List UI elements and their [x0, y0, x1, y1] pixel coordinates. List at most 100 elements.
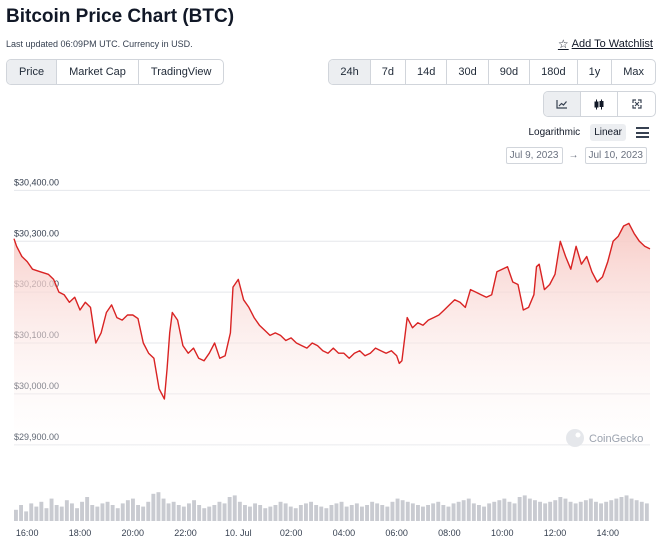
volume-bar [19, 505, 23, 521]
candlestick-button[interactable] [581, 92, 618, 116]
volume-bar [44, 508, 49, 521]
volume-bar [477, 505, 481, 521]
volume-bar [558, 497, 563, 521]
range-30d[interactable]: 30d [447, 60, 489, 84]
range-24h[interactable]: 24h [329, 60, 371, 84]
volume-bar [115, 508, 120, 521]
volume-bar [100, 503, 105, 521]
volume-bar [288, 506, 293, 521]
range-180d[interactable]: 180d [530, 60, 578, 84]
volume-bar [319, 506, 324, 521]
volume-bar [90, 505, 95, 521]
x-tick-label: 10:00 [491, 528, 514, 538]
scale-options: Logarithmic Linear [524, 124, 649, 141]
line-chart-button[interactable] [544, 92, 581, 116]
volume-bar [497, 500, 502, 521]
range-1y[interactable]: 1y [578, 60, 613, 84]
x-tick-label: 22:00 [174, 528, 197, 538]
volume-bar [360, 506, 364, 521]
volume-bar [64, 500, 69, 521]
x-tick-label: 16:00 [16, 528, 39, 538]
volume-bar [141, 506, 146, 521]
volume-bar [573, 503, 578, 521]
volume-bar [156, 492, 161, 521]
volume-bar [248, 506, 252, 521]
x-tick-label: 08:00 [438, 528, 461, 538]
volume-bar [482, 506, 486, 521]
volume-bar [461, 500, 466, 521]
volume-bar [161, 498, 166, 521]
volume-bar [166, 503, 171, 521]
volume-bars [14, 492, 649, 521]
volume-bar [624, 495, 629, 521]
volume-bar [59, 506, 64, 521]
x-axis-labels: 16:00 18:00 20:00 22:00 10. Jul 02:00 04:00 06:… [16, 528, 619, 538]
range-14d[interactable]: 14d [406, 60, 448, 84]
volume-bar [202, 508, 207, 521]
x-tick-label: 04:00 [333, 528, 356, 538]
view-tabs: Price Market Cap TradingView [6, 59, 225, 85]
volume-bar [273, 505, 278, 521]
volume-bar [390, 501, 395, 521]
hamburger-menu-icon[interactable] [636, 127, 649, 138]
range-7d[interactable]: 7d [371, 60, 407, 84]
add-to-watchlist-link[interactable]: ☆ Add To Watchlist [558, 37, 653, 51]
volume-bar [283, 503, 288, 521]
last-updated-text: Last updated 06:09PM UTC. Currency in US… [6, 39, 193, 49]
linear-option[interactable]: Linear [590, 124, 626, 141]
volume-bar [237, 501, 242, 521]
volume-bar [110, 505, 115, 521]
volume-bar [395, 498, 400, 521]
coingecko-logo-icon [566, 429, 584, 447]
volume-bar [451, 503, 456, 521]
volume-bar [298, 505, 303, 521]
tab-market-cap[interactable]: Market Cap [57, 60, 139, 84]
volume-bar [253, 503, 257, 521]
volume-bar [329, 505, 334, 521]
volume-bar [517, 497, 522, 521]
date-range: Jul 9, 2023 → Jul 10, 2023 [505, 147, 647, 164]
price-chart[interactable]: $30,400.00$30,300.00$30,200.00$30,100.00… [0, 170, 661, 547]
page-title: Bitcoin Price Chart (BTC) [6, 6, 235, 27]
volume-bar [522, 495, 527, 521]
volume-bar [400, 500, 405, 521]
volume-bar [243, 505, 247, 521]
volume-bar [614, 498, 619, 521]
fullscreen-button[interactable] [618, 92, 655, 116]
volume-bar [227, 497, 232, 521]
volume-bar [222, 503, 227, 521]
volume-bar [441, 505, 446, 521]
volume-bar [176, 505, 181, 521]
volume-bar [349, 505, 354, 521]
volume-bar [120, 503, 125, 521]
volume-bar [75, 508, 79, 521]
volume-bar [136, 505, 140, 521]
price-line [13, 222, 651, 400]
tab-tradingview[interactable]: TradingView [150, 66, 212, 78]
volume-bar [171, 501, 176, 521]
tab-price[interactable]: Price [7, 60, 58, 84]
volume-bar [588, 498, 593, 521]
volume-bar [70, 503, 74, 521]
x-tick-label: 20:00 [121, 528, 144, 538]
logarithmic-option[interactable]: Logarithmic [528, 127, 581, 138]
volume-bar [533, 500, 537, 521]
date-to-input[interactable]: Jul 10, 2023 [584, 147, 647, 164]
volume-bar [471, 503, 476, 521]
volume-bar [80, 501, 84, 521]
x-tick-label: 18:00 [69, 528, 92, 538]
date-from-input[interactable]: Jul 9, 2023 [505, 147, 563, 164]
volume-bar [512, 503, 517, 521]
volume-bar [405, 501, 410, 521]
range-90d[interactable]: 90d [489, 60, 531, 84]
range-max[interactable]: Max [623, 66, 644, 78]
volume-bar [217, 501, 222, 521]
volume-bar [207, 506, 212, 521]
volume-bar [34, 506, 39, 521]
volume-bar [309, 501, 313, 521]
volume-bar [344, 506, 349, 521]
volume-bar [293, 508, 298, 521]
volume-bar [492, 501, 497, 521]
volume-bar [609, 500, 614, 521]
x-tick-label: 12:00 [544, 528, 567, 538]
